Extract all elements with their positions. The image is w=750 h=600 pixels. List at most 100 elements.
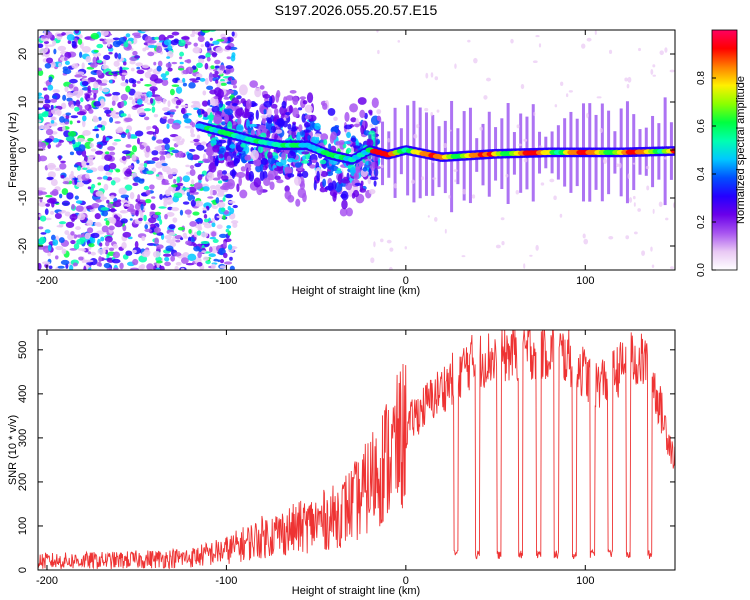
heat-cell [127,131,131,140]
heat-cell [436,109,440,113]
heat-cell [596,96,602,99]
x-tick-label: -200 [36,575,58,587]
heat-cell [208,72,214,83]
heat-cell [163,39,172,46]
heat-cell [214,157,219,166]
heat-cell [134,130,144,137]
heat-cell [236,171,246,179]
heat-cell [339,208,348,217]
heat-cell [109,151,116,156]
heat-cell [120,93,129,101]
heat-cell [53,48,57,55]
heat-cell [95,133,99,139]
heat-cell [64,230,70,236]
heat-cell [319,187,327,193]
heat-cell [430,111,434,117]
heat-cell [462,188,466,195]
heat-cell [111,258,121,264]
heat-cell [86,169,94,174]
heat-cell [182,232,188,239]
heat-cell [180,267,185,270]
heat-cell [608,49,613,54]
heat-cell [176,150,184,158]
heat-cell [131,99,136,106]
heat-cell [327,182,334,192]
heat-cell [294,162,302,168]
heat-cell [112,142,118,146]
heat-cell [107,146,116,151]
heat-cell [167,67,173,72]
heat-cell [71,41,77,48]
heat-cell [81,248,86,252]
heat-cell [103,164,111,172]
heat-cell [380,164,384,169]
heat-cell [351,192,356,199]
heat-cell [86,227,94,234]
heat-cell [57,265,65,269]
heat-cell [60,160,66,164]
heat-cell [151,196,156,199]
heat-cell [454,63,457,69]
heat-cell [155,174,160,177]
heat-cell [150,203,156,211]
heat-cell [151,136,156,141]
heat-cell [255,109,259,121]
heat-cell [103,262,111,269]
heat-cell [64,121,70,125]
heat-cell [76,238,85,245]
heat-cell [113,60,120,67]
y-tick-label: -20 [17,238,29,254]
heat-cell [200,141,207,146]
heat-cell [184,43,188,49]
heat-cell [652,64,656,68]
y-tick-label: 100 [17,517,29,535]
heat-cell [147,217,157,224]
heat-cell [38,245,46,250]
heat-cell [311,159,318,164]
heat-cell [169,113,174,118]
heat-cell [203,218,210,223]
heat-cell [69,151,75,156]
heat-cell [166,56,171,59]
heat-cell [155,139,164,144]
heat-cell [176,182,184,187]
heat-cell [583,238,589,245]
heat-cell [70,231,75,236]
heat-cell [75,205,84,212]
heat-cell [163,200,168,208]
heat-cell [66,34,75,41]
heat-cell [143,214,147,222]
heat-cell [50,116,57,121]
heat-cell [197,174,203,181]
heat-cell [120,218,128,224]
heat-cell [209,185,217,190]
heat-cell [301,151,310,155]
heat-cell [149,97,154,104]
heat-cell [327,107,336,116]
heat-cell [103,246,110,250]
heat-cell [238,84,248,96]
heat-cell [599,127,603,134]
heat-cell [323,139,328,146]
heat-cell [104,151,110,155]
heat-cell [76,138,86,143]
heat-cell [94,213,101,220]
heat-cell [151,157,160,162]
heat-cell [197,251,202,259]
heat-cell [200,232,209,238]
heat-cell [200,44,205,48]
heat-cell [157,60,163,67]
heat-cell [52,89,60,93]
heat-cell [260,114,268,119]
heat-cell [393,183,397,189]
heat-cell [211,205,218,209]
heat-cell [582,233,586,239]
colorbar-label: Normalized spectral amplitude [735,76,747,224]
heat-cell [39,197,43,203]
heat-cell [70,239,76,245]
heat-cell [187,253,197,262]
heat-cell [218,139,227,144]
heat-cell [538,43,542,48]
heat-cell [202,256,210,261]
heat-cell [309,164,316,169]
